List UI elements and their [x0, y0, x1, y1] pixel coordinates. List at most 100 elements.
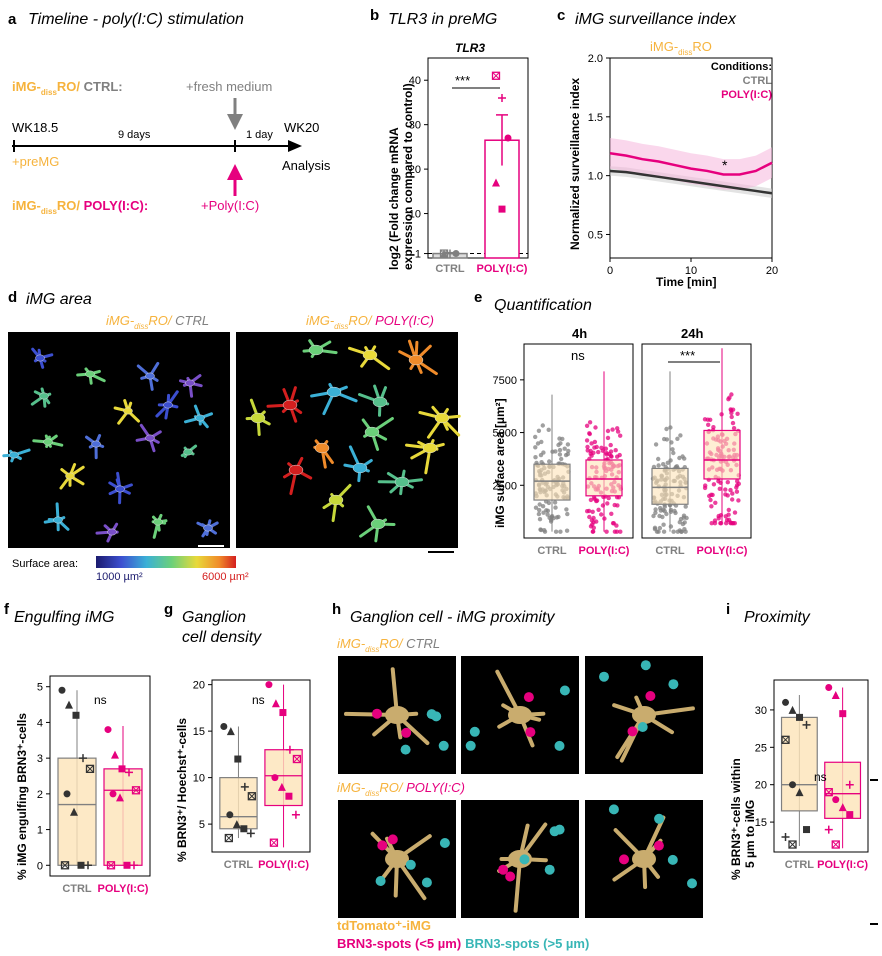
data-point-g-POLY(I:C): [291, 810, 300, 819]
y-tick-label-i: 30: [755, 705, 767, 717]
microglia-cell-polyic-soma: [364, 426, 380, 438]
panel-e-letter: e: [474, 289, 482, 306]
data-point-4h-POLY(I:C): [593, 425, 598, 430]
data-point-4h-CTRL: [547, 459, 552, 464]
chart-c: 0.5 1.0 1.5 2.0 0 10 20: [588, 53, 778, 277]
brn3-spot-near: [645, 691, 656, 701]
microglia-cell-ctrl: [108, 471, 133, 505]
y-tick-label-c: 2.0: [588, 53, 603, 65]
data-point-4h-POLY(I:C): [594, 498, 600, 503]
data-point-4h-CTRL: [560, 436, 565, 442]
plot-frame-g: [211, 679, 311, 853]
x-tick-label-i-POLY(I:C): POLY(I:C): [817, 859, 868, 871]
microglia-cell-ctrl-soma: [39, 392, 49, 400]
data-point-i-POLY(I:C): [832, 796, 840, 804]
panel-g-ylabel: % BRN3⁺/ Hoechst⁺-cells: [175, 718, 189, 862]
data-point-POLY(I:C)-x: [492, 71, 500, 80]
box-4h-CTRL: [533, 463, 571, 501]
y-tick-label-c: 0.5: [588, 229, 603, 241]
panel-i: i Proximity % BRN3⁺-cells within 5 µm to…: [726, 601, 869, 880]
data-point-24h-CTRL: [678, 516, 684, 522]
data-point-POLY(I:C): [504, 134, 512, 142]
data-point-24h-POLY(I:C): [725, 493, 730, 498]
brn3-spot-far: [519, 854, 530, 865]
data-point-24h-POLY(I:C): [711, 482, 717, 487]
data-point-4h-POLY(I:C): [614, 529, 620, 534]
data-point-24h-CTRL: [670, 447, 675, 452]
data-point-4h-CTRL: [565, 451, 570, 457]
data-point-f-POLY(I:C): [106, 861, 116, 870]
tdtomato-cell-soma: [632, 706, 656, 724]
microglia-cell-polyic: [310, 383, 358, 416]
data-point-4h-POLY(I:C): [588, 448, 593, 454]
data-point-4h-POLY(I:C): [585, 444, 590, 450]
fresh-medium-arrow-head: [227, 114, 243, 130]
cells-ctrl: [2, 347, 219, 543]
brn3-spot-near: [525, 727, 536, 738]
brn3-spot-far: [405, 859, 416, 870]
data-point-24h-CTRL: [661, 522, 666, 527]
data-point-24h-CTRL: [675, 436, 680, 441]
data-point-24h-CTRL: [681, 513, 687, 518]
data-point-i-CTRL: [788, 840, 797, 849]
data-point-24h-CTRL: [660, 514, 665, 520]
data-point-4h-POLY(I:C): [608, 453, 614, 459]
data-point-4h-CTRL: [535, 441, 541, 446]
data-point-4h-POLY(I:C): [613, 448, 618, 453]
brn3-spot-far: [554, 824, 565, 835]
data-point-24h-POLY(I:C): [712, 518, 718, 523]
panel-e-title: Quantification: [494, 297, 592, 314]
microglia-cell-ctrl: [135, 423, 162, 453]
data-point-4h-POLY(I:C): [605, 428, 611, 434]
microglia-cell-ctrl-soma: [145, 372, 155, 380]
pic-condition-label: iMG-dissRO/ POLY(I:C):: [12, 198, 148, 216]
data-point-4h-POLY(I:C): [605, 435, 611, 441]
brn3-spot-far: [375, 876, 386, 886]
data-point-f-POLY(I:C): [111, 750, 119, 759]
analysis-label: Analysis: [282, 158, 331, 173]
fresh-medium-label: +fresh medium: [186, 79, 272, 94]
panel-f-letter: f: [4, 601, 10, 618]
data-point-24h-POLY(I:C): [729, 414, 734, 420]
panel-i-letter: i: [726, 601, 730, 618]
panel-h-title: Ganglion cell - iMG proximity: [350, 609, 556, 626]
data-point-4h-POLY(I:C): [589, 441, 594, 446]
data-point-24h-POLY(I:C): [731, 426, 737, 431]
microglia-cell-ctrl: [59, 463, 85, 490]
microglia-cell-polyic-soma: [326, 386, 342, 398]
microglia-cell-ctrl-soma: [203, 524, 213, 532]
panel-d-title: iMG area: [26, 291, 92, 308]
data-point-4h-POLY(I:C): [596, 449, 601, 455]
microglia-cell-ctrl-soma: [183, 448, 193, 456]
data-point-f-CTRL: [72, 711, 80, 719]
panel-f-sig: ns: [94, 693, 107, 707]
microglia-cell-polyic-soma: [434, 412, 450, 424]
data-point-POLY(I:C): [491, 71, 501, 80]
data-point-24h-POLY(I:C): [709, 521, 714, 526]
data-point-4h-CTRL: [557, 452, 563, 457]
data-point-24h-CTRL: [683, 529, 688, 534]
panel-b: b TLR3 in preMG TLR3 log2 (Fold change m…: [370, 7, 529, 275]
panel-i-ylabel-2: 5 µm to iMG: [743, 800, 757, 868]
box-24h-POLY(I:C): [703, 429, 741, 480]
microglia-cell-ctrl-soma: [195, 414, 205, 422]
tdtomato-cell-soma: [632, 850, 656, 868]
data-point-g-CTRL: [234, 755, 242, 763]
brn3-spot-near: [498, 864, 509, 875]
data-point-g-CTRL-x: [247, 792, 256, 801]
brn3-spot-far: [554, 740, 565, 751]
data-point-24h-POLY(I:C): [734, 489, 740, 494]
brn3-spot-far: [400, 744, 411, 755]
data-point-4h-POLY(I:C): [587, 514, 592, 520]
data-point-24h-CTRL: [668, 509, 674, 514]
chart-i: 15 20 25 30 CTRL POLY(I:C): [755, 679, 869, 871]
y-tick-label-i: 15: [755, 817, 767, 829]
data-point-24h-POLY(I:C): [706, 422, 711, 427]
data-point-4h-POLY(I:C): [608, 449, 614, 454]
brn3-spot-far: [608, 804, 619, 815]
data-point-i-POLY(I:C): [839, 710, 847, 718]
data-point-24h-POLY(I:C): [732, 521, 737, 526]
data-point-CTRL: [452, 250, 460, 258]
data-point-4h-POLY(I:C): [615, 503, 620, 508]
